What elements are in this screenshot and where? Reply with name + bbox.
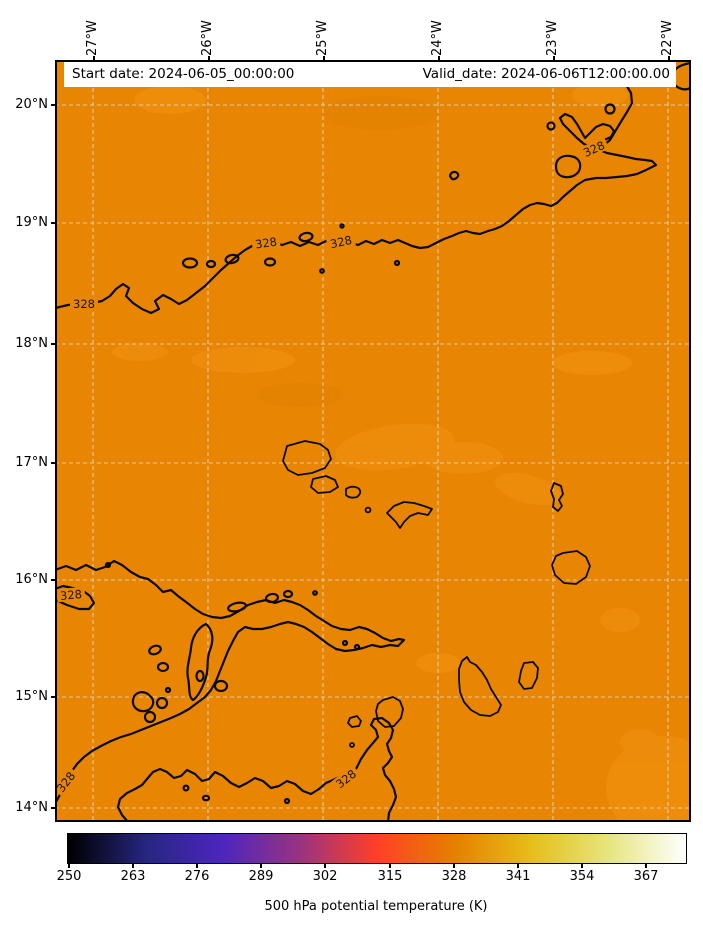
contour-tongue [186, 622, 214, 702]
colorbar-tick-label: 250 [56, 869, 82, 884]
lat-tick-label: 18°N [15, 336, 48, 351]
colorbar-tick [324, 864, 326, 868]
island [458, 656, 502, 717]
lon-tick-label: 23°W [545, 20, 560, 56]
lat-tick-label: 17°N [15, 455, 48, 470]
colorbar-tick-label: 302 [312, 869, 338, 884]
contour-label: 328 [329, 233, 353, 251]
lat-tick-label: 16°N [15, 572, 48, 587]
axis-tick [51, 696, 55, 698]
axis-tick [51, 807, 55, 809]
lat-tick-label: 14°N [15, 800, 48, 815]
island-coastlines [282, 440, 591, 748]
island [551, 550, 591, 585]
axis-tick [51, 579, 55, 581]
valid-date-text: Valid_date: 2024-06-06T12:00:00.00 [422, 66, 670, 82]
colorbar-tick-label: 315 [377, 869, 403, 884]
lon-tick-label: 24°W [430, 20, 445, 56]
axis-tick [51, 104, 55, 106]
contour-label: 328 [59, 587, 82, 603]
dates-banner: Start date: 2024-06-05_00:00:00 Valid_da… [64, 62, 676, 87]
colorbar-tick [581, 864, 583, 868]
colorbar-tick-label: 341 [505, 869, 531, 884]
lon-tick-label: 25°W [315, 20, 330, 56]
colorbar-tick [68, 864, 70, 868]
contour-southwest [55, 559, 406, 806]
lat-tick-label: 19°N [15, 215, 48, 230]
colorbar-tick-label: 289 [248, 869, 274, 884]
axis-tick [438, 56, 440, 60]
field-patches [112, 84, 691, 822]
colorbar-tick [453, 864, 455, 868]
island [375, 696, 404, 728]
lon-tick-label: 22°W [660, 20, 675, 56]
island [282, 440, 332, 476]
colorbar-tick-label: 328 [441, 869, 467, 884]
axis-tick [51, 222, 55, 224]
colorbar-tick-label: 367 [633, 869, 659, 884]
contour-loop [131, 691, 155, 713]
island [550, 482, 564, 512]
lon-tick-label: 26°W [200, 20, 215, 56]
map-plot-area: 328 328 328 328 328 328 328 [55, 60, 691, 822]
contour-label: 328 [73, 297, 95, 311]
contour-blob [448, 170, 460, 181]
colorbar-tick [260, 864, 262, 868]
plot-border [55, 60, 691, 822]
axis-tick [93, 56, 95, 60]
island [518, 661, 539, 690]
colorbar-tick-label: 276 [184, 869, 210, 884]
colorbar-label: 500 hPa potential temperature (K) [264, 899, 488, 914]
axis-tick [208, 56, 210, 60]
start-date-text: Start date: 2024-06-05_00:00:00 [72, 66, 295, 82]
lat-tick-label: 15°N [15, 689, 48, 704]
contour-north [55, 60, 658, 315]
colorbar-tick [196, 864, 198, 868]
island [310, 475, 339, 494]
island [347, 715, 362, 728]
lon-tick-label: 27°W [85, 20, 100, 56]
colorbar-tick [645, 864, 647, 868]
island [386, 501, 433, 529]
map-canvas: 328 328 328 328 328 328 328 [55, 60, 691, 822]
contour-blob [554, 154, 582, 179]
axis-tick [553, 56, 555, 60]
contour-south [116, 716, 398, 822]
colorbar-tick-label: 263 [120, 869, 146, 884]
contour-label: 328 [254, 235, 278, 252]
axis-tick [668, 56, 670, 60]
axis-tick [51, 343, 55, 345]
colorbar-tick-label: 354 [569, 869, 595, 884]
axis-tick [323, 56, 325, 60]
colorbar-tick [132, 864, 134, 868]
colorbar-tick [389, 864, 391, 868]
axis-tick [51, 462, 55, 464]
colorbar-tick [517, 864, 519, 868]
contour-labels: 328 328 328 328 328 328 328 [55, 136, 610, 797]
colorbar [67, 833, 687, 864]
lat-tick-label: 20°N [15, 97, 48, 112]
island [345, 485, 362, 499]
